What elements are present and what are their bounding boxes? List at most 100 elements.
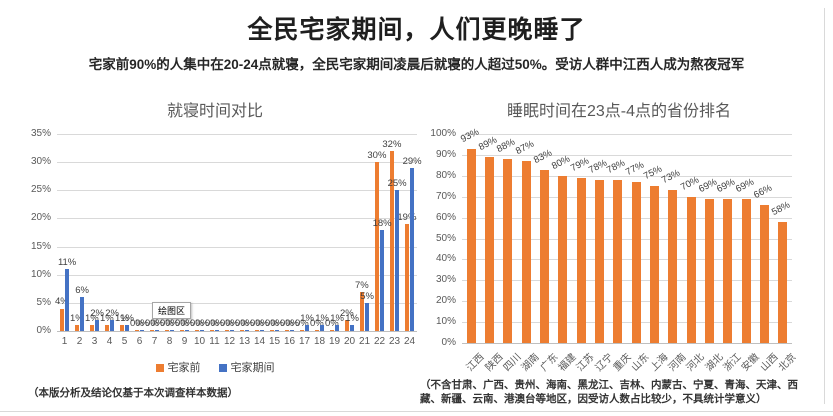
bar-value-label: 0%: [325, 317, 339, 329]
bar: [344, 319, 349, 331]
bar-value-label: 2%: [340, 307, 354, 319]
x-axis-category-label: 3: [91, 336, 98, 347]
left-chart-legend: 宅家前 宅家期间: [15, 359, 415, 375]
bar-value-label: 0%: [220, 317, 234, 329]
x-axis-category-label: 15: [268, 336, 281, 347]
bar-value-label: 0%: [250, 317, 264, 329]
bar-value-label: 0%: [180, 317, 194, 329]
x-axis-category-label: 12: [223, 336, 236, 347]
y-axis-tick-label: 90%: [435, 148, 456, 160]
bar: [209, 329, 214, 331]
bar: [95, 319, 100, 331]
x-axis-category-label: 19: [328, 336, 341, 347]
slide-bottom-border: [0, 411, 833, 412]
bar-value-label: 0%: [270, 317, 284, 329]
gridline: [57, 302, 417, 304]
bar: [389, 150, 394, 331]
bar: [284, 329, 289, 331]
bar: [125, 325, 130, 331]
y-axis-tick-label: 40%: [435, 253, 456, 265]
bar: [558, 175, 568, 343]
bar-value-label: 1%: [115, 313, 129, 325]
x-axis-category-label: 21: [358, 336, 371, 347]
gridline: [57, 134, 417, 135]
bar: [705, 198, 714, 343]
bar: [320, 325, 325, 331]
bar: [179, 329, 184, 331]
x-axis-category-label: 18: [313, 336, 326, 347]
bar: [275, 329, 280, 331]
gridline: [57, 274, 417, 276]
bar: [110, 319, 115, 331]
y-axis-tick-label: 10%: [30, 268, 51, 280]
bar: [404, 224, 409, 331]
bar-value-label: 0%: [235, 317, 249, 329]
bar-value-label: 6%: [75, 285, 89, 297]
legend-label: 宅家期间: [230, 362, 275, 374]
bar-value-label: 30%: [367, 150, 387, 162]
y-axis-tick-label: 0%: [36, 325, 51, 336]
bar-value-label: 0%: [205, 317, 219, 329]
bar-value-label: 7%: [355, 279, 369, 291]
bar: [89, 325, 94, 331]
gridline: [462, 322, 792, 324]
bar: [760, 205, 769, 343]
bar: [466, 148, 476, 343]
bar: [200, 329, 205, 331]
bar: [595, 179, 604, 343]
bar-value-label: 11%: [57, 257, 77, 269]
bar: [380, 229, 385, 331]
bar-value-label: 1%: [85, 313, 99, 325]
y-axis-tick-label: 80%: [435, 169, 456, 181]
bar-value-label: 0%: [310, 317, 324, 329]
bar-value-label: 0%: [150, 317, 164, 329]
bar: [350, 325, 355, 331]
bar: [80, 297, 85, 331]
bar-value-label: 0%: [255, 317, 269, 329]
bar: [215, 329, 220, 331]
bar: [290, 329, 295, 331]
bar: [140, 329, 145, 331]
bar-value-label: 0%: [175, 317, 189, 329]
bar: [305, 325, 310, 331]
legend-label: 宅家前: [167, 362, 201, 374]
bar: [230, 329, 235, 331]
x-axis-category-label: 7: [151, 336, 158, 347]
bar-value-label: 0%: [210, 317, 224, 329]
left-chart-plot-area: 0% 5% 10% 15% 20% 25% 30% 35% 4% 1% 1% 1% 1% 0% 0% 0% 0%…: [31, 128, 422, 347]
bar: [194, 329, 199, 331]
y-axis-tick-label: 30%: [30, 156, 51, 168]
x-axis-category-label: 23: [388, 336, 401, 347]
y-axis-tick-label: 20%: [30, 212, 51, 224]
province-ranking-chart: 睡眠时间在23点-4点的省份排名 0% 10% 20% 30% 40% 50% 60% 70%…: [418, 97, 820, 397]
bar-value-label: 0%: [265, 317, 279, 329]
bar: [170, 329, 175, 331]
bar: [185, 329, 190, 331]
bar: [365, 302, 370, 331]
bar: [374, 162, 379, 331]
bar-value-label: 0%: [165, 317, 179, 329]
bedtime-comparison-chart: 就寝时间对比 0% 5% 10% 15% 20% 25% 30% 35% 4% 1% 1% 1% 1% 0…: [15, 97, 422, 382]
gridline: [57, 162, 417, 164]
footnote-right: （不含甘肃、广西、贵州、海南、黑龙江、吉林、内蒙古、宁夏、青海、天津、西藏、新疆…: [420, 379, 798, 405]
x-axis-category-label: 5: [121, 336, 128, 347]
bar: [155, 329, 160, 331]
bar-value-label: 0%: [285, 317, 299, 329]
bar-value-label: 2%: [90, 307, 104, 319]
bar: [314, 329, 319, 331]
bar: [359, 291, 364, 331]
bar-value-label: 0%: [160, 317, 174, 329]
gridline: [462, 259, 792, 261]
bar-value-label: 0%: [135, 317, 149, 329]
footnote-left: （本版分析及结论仅基于本次调查样本数据）: [28, 387, 238, 399]
x-axis-category-label: 22: [373, 336, 386, 347]
bar: [224, 329, 229, 331]
bar-value-label: 1%: [300, 313, 314, 325]
left-chart-title: 就寝时间对比: [166, 103, 263, 120]
gridline: [462, 134, 792, 135]
bar: [254, 329, 259, 331]
bar-value-label: 1%: [100, 313, 114, 325]
x-axis-category-label: 4: [106, 336, 113, 347]
bar: [741, 198, 751, 343]
